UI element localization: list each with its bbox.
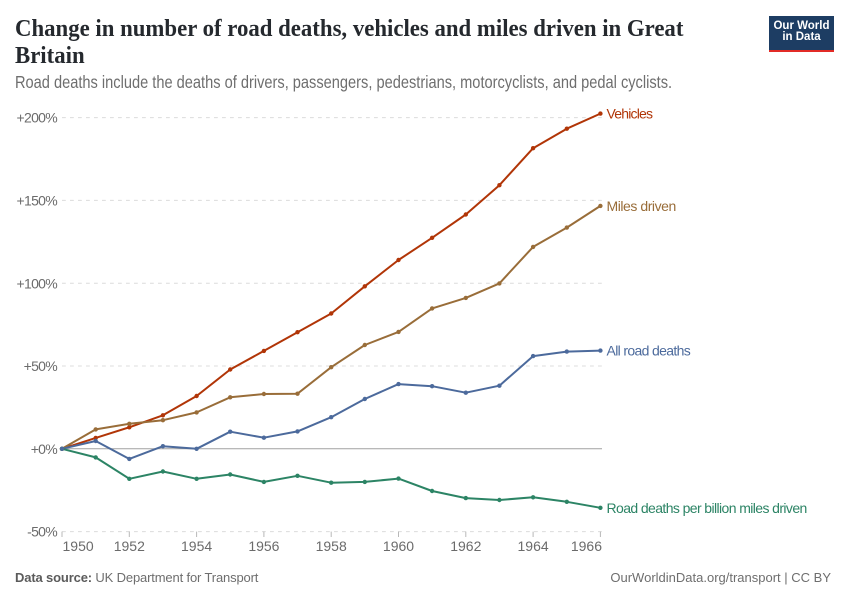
svg-text:1960: 1960 (383, 538, 414, 554)
svg-text:1956: 1956 (248, 538, 279, 554)
svg-text:1952: 1952 (114, 538, 145, 554)
svg-text:+200%: +200% (17, 110, 58, 126)
svg-text:+100%: +100% (17, 275, 58, 291)
svg-text:-50%: -50% (27, 524, 57, 540)
svg-text:1966: 1966 (571, 538, 602, 554)
svg-text:Vehicles: Vehicles (607, 106, 654, 122)
svg-text:Miles driven: Miles driven (607, 198, 676, 214)
svg-text:All road deaths: All road deaths (607, 343, 691, 359)
svg-text:1958: 1958 (316, 538, 347, 554)
svg-text:+150%: +150% (17, 193, 58, 209)
svg-text:1962: 1962 (450, 538, 481, 554)
svg-text:1954: 1954 (181, 538, 212, 554)
svg-text:+0%: +0% (31, 441, 58, 457)
svg-text:1964: 1964 (518, 538, 549, 554)
svg-text:Road deaths per billion miles: Road deaths per billion miles driven (607, 500, 807, 516)
svg-text:1950: 1950 (63, 538, 94, 554)
svg-text:+50%: +50% (24, 358, 58, 374)
